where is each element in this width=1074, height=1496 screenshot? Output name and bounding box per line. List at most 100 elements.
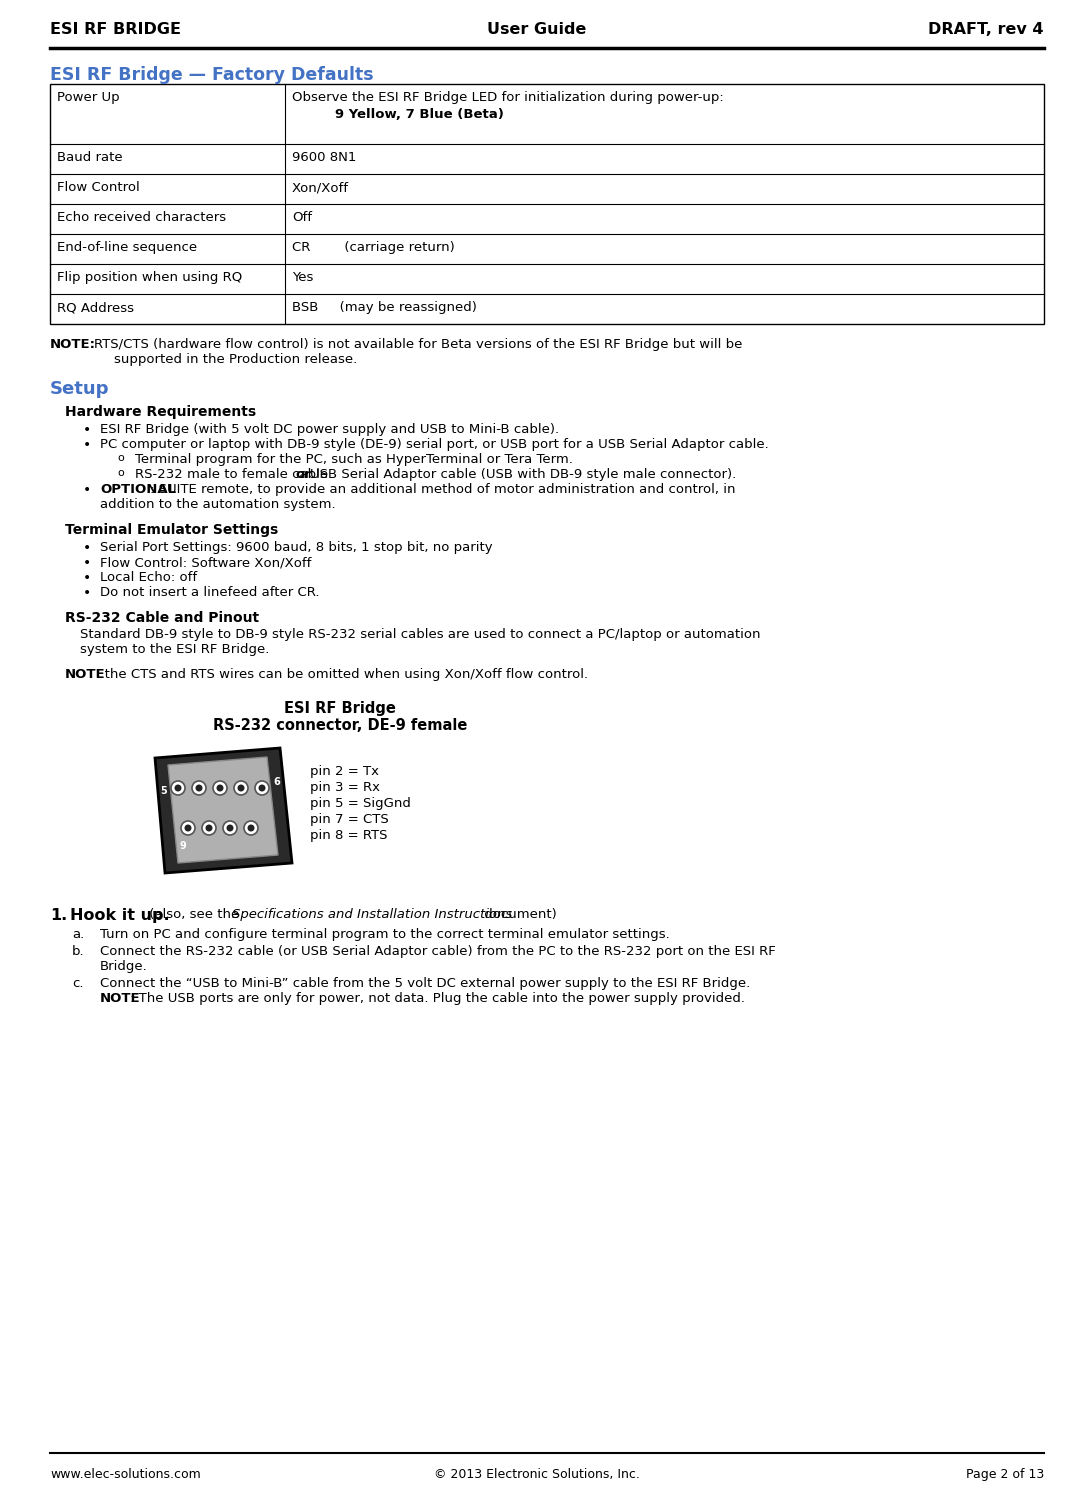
Circle shape: [234, 781, 248, 794]
Text: 6: 6: [273, 776, 279, 787]
Polygon shape: [168, 757, 278, 863]
Text: •: •: [83, 571, 91, 585]
Text: system to the ESI RF Bridge.: system to the ESI RF Bridge.: [79, 643, 270, 657]
Text: Hook it up.: Hook it up.: [70, 908, 170, 923]
Text: 9600 8N1: 9600 8N1: [292, 151, 357, 165]
Text: pin 5 = SigGnd: pin 5 = SigGnd: [310, 797, 411, 809]
Circle shape: [182, 821, 195, 835]
Text: supported in the Production release.: supported in the Production release.: [114, 353, 358, 367]
Text: Page 2 of 13: Page 2 of 13: [966, 1468, 1044, 1481]
Text: (also, see the: (also, see the: [145, 908, 244, 922]
Text: •: •: [83, 542, 91, 555]
Text: User Guide: User Guide: [488, 22, 586, 37]
Text: o: o: [117, 453, 124, 462]
Text: Connect the “USB to Mini-B” cable from the 5 volt DC external power supply to th: Connect the “USB to Mini-B” cable from t…: [100, 977, 751, 990]
Circle shape: [174, 784, 182, 791]
Text: 1.: 1.: [50, 908, 68, 923]
Text: Local Echo: off: Local Echo: off: [100, 571, 198, 583]
Circle shape: [171, 781, 185, 794]
Text: Do not insert a linefeed after CR.: Do not insert a linefeed after CR.: [100, 586, 319, 598]
Circle shape: [237, 784, 245, 791]
Text: Off: Off: [292, 211, 313, 224]
Circle shape: [213, 781, 227, 794]
Circle shape: [247, 824, 255, 832]
Text: ESI RF BRIDGE: ESI RF BRIDGE: [50, 22, 182, 37]
Polygon shape: [155, 748, 292, 874]
Text: BSB     (may be reassigned): BSB (may be reassigned): [292, 301, 477, 314]
Text: Hardware Requirements: Hardware Requirements: [66, 405, 256, 419]
Text: Flip position when using RQ: Flip position when using RQ: [57, 271, 243, 284]
Text: : The USB ports are only for power, not data. Plug the cable into the power supp: : The USB ports are only for power, not …: [130, 992, 745, 1005]
Text: Observe the ESI RF Bridge LED for initialization during power-up:: Observe the ESI RF Bridge LED for initia…: [292, 91, 724, 105]
Text: 9 Yellow, 7 Blue (Beta): 9 Yellow, 7 Blue (Beta): [335, 108, 504, 121]
Text: 5: 5: [160, 785, 166, 796]
Circle shape: [255, 781, 268, 794]
Text: ESI RF Bridge — Factory Defaults: ESI RF Bridge — Factory Defaults: [50, 66, 374, 84]
Text: pin 8 = RTS: pin 8 = RTS: [310, 829, 388, 842]
Text: : the CTS and RTS wires can be omitted when using Xon/Xoff flow control.: : the CTS and RTS wires can be omitted w…: [96, 669, 589, 681]
Text: RQ Address: RQ Address: [57, 301, 134, 314]
Text: document): document): [480, 908, 556, 922]
Text: Flow Control: Software Xon/Xoff: Flow Control: Software Xon/Xoff: [100, 557, 311, 568]
Text: End-of-line sequence: End-of-line sequence: [57, 241, 198, 254]
Text: Bridge.: Bridge.: [100, 960, 148, 972]
Circle shape: [195, 784, 203, 791]
Text: •: •: [83, 586, 91, 600]
Text: c.: c.: [72, 977, 84, 990]
Text: Yes: Yes: [292, 271, 314, 284]
Text: © 2013 Electronic Solutions, Inc.: © 2013 Electronic Solutions, Inc.: [434, 1468, 640, 1481]
Text: •: •: [83, 438, 91, 452]
Text: www.elec-solutions.com: www.elec-solutions.com: [50, 1468, 201, 1481]
Text: addition to the automation system.: addition to the automation system.: [100, 498, 335, 512]
Circle shape: [192, 781, 206, 794]
Text: RS-232 Cable and Pinout: RS-232 Cable and Pinout: [66, 610, 259, 625]
Text: Connect the RS-232 cable (or USB Serial Adaptor cable) from the PC to the RS-232: Connect the RS-232 cable (or USB Serial …: [100, 945, 775, 957]
Text: Terminal program for the PC, such as HyperTerminal or Tera Term.: Terminal program for the PC, such as Hyp…: [135, 453, 572, 465]
Text: USB Serial Adaptor cable (USB with DB-9 style male connector).: USB Serial Adaptor cable (USB with DB-9 …: [310, 468, 737, 482]
Text: pin 2 = Tx: pin 2 = Tx: [310, 764, 379, 778]
Text: PC computer or laptop with DB-9 style (DE-9) serial port, or USB port for a USB : PC computer or laptop with DB-9 style (D…: [100, 438, 769, 450]
Text: Serial Port Settings: 9600 baud, 8 bits, 1 stop bit, no parity: Serial Port Settings: 9600 baud, 8 bits,…: [100, 542, 493, 554]
Circle shape: [205, 824, 213, 832]
Text: pin 3 = Rx: pin 3 = Rx: [310, 781, 380, 794]
Text: b.: b.: [72, 945, 85, 957]
Text: or: or: [295, 468, 311, 482]
Text: Flow Control: Flow Control: [57, 181, 140, 194]
Text: 9: 9: [179, 841, 187, 851]
Text: •: •: [83, 423, 91, 437]
Text: NOTE: NOTE: [100, 992, 141, 1005]
Text: Standard DB-9 style to DB-9 style RS-232 serial cables are used to connect a PC/: Standard DB-9 style to DB-9 style RS-232…: [79, 628, 760, 640]
Text: pin 7 = CTS: pin 7 = CTS: [310, 812, 389, 826]
Text: Terminal Emulator Settings: Terminal Emulator Settings: [66, 524, 278, 537]
Text: •: •: [83, 483, 91, 497]
Circle shape: [223, 821, 237, 835]
Text: a.: a.: [72, 928, 84, 941]
Text: Xon/Xoff: Xon/Xoff: [292, 181, 349, 194]
Circle shape: [185, 824, 191, 832]
Text: RTS/CTS (hardware flow control) is not available for Beta versions of the ESI RF: RTS/CTS (hardware flow control) is not a…: [95, 338, 742, 352]
Text: RS-232 connector, DE-9 female: RS-232 connector, DE-9 female: [213, 718, 467, 733]
Text: NOTE: NOTE: [66, 669, 105, 681]
Text: Setup: Setup: [50, 380, 110, 398]
Text: Power Up: Power Up: [57, 91, 119, 105]
Circle shape: [227, 824, 233, 832]
Text: NOTE:: NOTE:: [50, 338, 96, 352]
Text: DRAFT, rev 4: DRAFT, rev 4: [929, 22, 1044, 37]
Circle shape: [259, 784, 265, 791]
Text: ESI RF Bridge: ESI RF Bridge: [284, 702, 396, 717]
Text: Baud rate: Baud rate: [57, 151, 122, 165]
Text: •: •: [83, 557, 91, 570]
Circle shape: [217, 784, 223, 791]
Bar: [50, 84, 1044, 325]
Text: Echo received characters: Echo received characters: [57, 211, 227, 224]
Text: Turn on PC and configure terminal program to the correct terminal emulator setti: Turn on PC and configure terminal progra…: [100, 928, 670, 941]
Circle shape: [244, 821, 258, 835]
Circle shape: [202, 821, 216, 835]
Text: CR        (carriage return): CR (carriage return): [292, 241, 454, 254]
Text: RS-232 male to female cable: RS-232 male to female cable: [135, 468, 332, 482]
Text: Specifications and Installation Instructions: Specifications and Installation Instruct…: [232, 908, 512, 922]
Text: : SUITE remote, to provide an additional method of motor administration and cont: : SUITE remote, to provide an additional…: [150, 483, 736, 497]
Text: OPTIONAL: OPTIONAL: [100, 483, 176, 497]
Text: ESI RF Bridge (with 5 volt DC power supply and USB to Mini-B cable).: ESI RF Bridge (with 5 volt DC power supp…: [100, 423, 560, 435]
Text: o: o: [117, 468, 124, 479]
